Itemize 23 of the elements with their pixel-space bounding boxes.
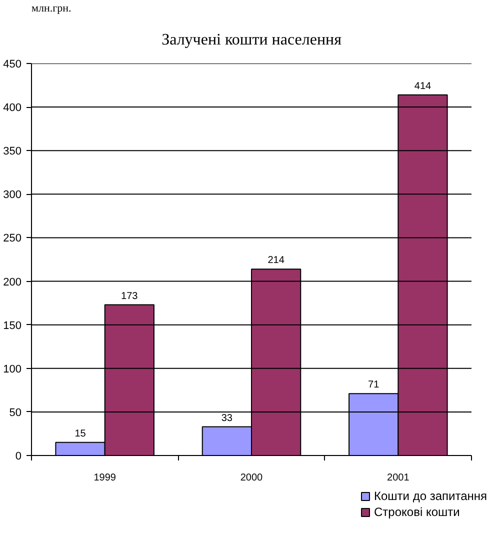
legend-label: Кошти до запитання	[374, 489, 487, 503]
data-label: 173	[121, 290, 138, 302]
y-tick-label: 100	[3, 363, 22, 376]
data-label: 414	[414, 80, 432, 92]
y-tick-label: 200	[3, 276, 22, 288]
y-tick-label: 450	[3, 58, 22, 70]
y-tick-label: 0	[15, 450, 22, 462]
x-tick-label: 2000	[240, 472, 264, 484]
legend-label: Строкові кошти	[374, 505, 460, 519]
x-tick-label: 1999	[94, 472, 116, 484]
chart-title: Залучені кошти населення	[162, 32, 342, 48]
y-tick-label: 350	[3, 146, 22, 158]
y-tick-label: 150	[3, 320, 22, 332]
y-tick-label: 250	[3, 232, 22, 245]
y-tick-label: 300	[3, 189, 22, 202]
data-label: 214	[268, 255, 285, 266]
y-tick-label: 50	[9, 406, 22, 419]
y-axis-title: млн.грн.	[32, 2, 72, 14]
y-tick-label: 400	[3, 102, 22, 114]
data-label: 33	[221, 412, 233, 424]
data-label: 15	[74, 428, 86, 440]
data-label: 71	[368, 380, 380, 391]
x-tick-label: 2001	[387, 472, 410, 484]
